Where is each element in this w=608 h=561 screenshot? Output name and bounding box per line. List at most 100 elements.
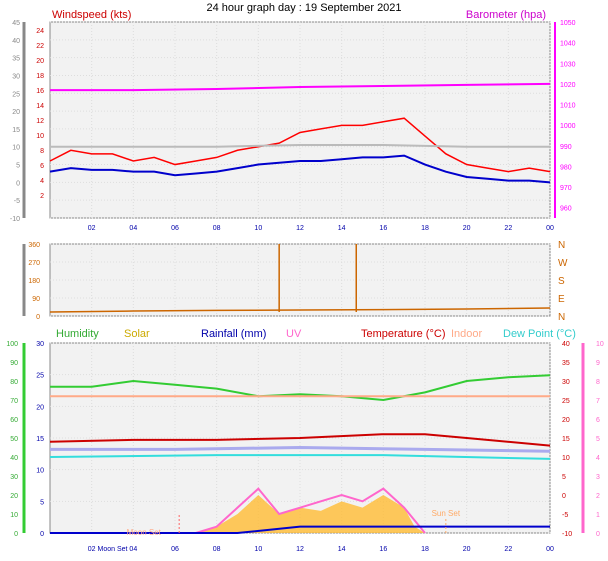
- y-temp-tick: 25: [562, 398, 570, 405]
- x-tick: 00: [546, 546, 554, 553]
- y-left-tick: 30: [12, 73, 20, 80]
- x-tick: 02: [88, 225, 96, 232]
- x-tick: 18: [421, 546, 429, 553]
- y-dir-tick: 0: [36, 314, 40, 321]
- y-wind-tick: 24: [36, 28, 44, 35]
- temp-label: Temperature (°C): [361, 328, 445, 340]
- y-compass-tick: W: [558, 258, 568, 269]
- y-left-tick: 15: [12, 127, 20, 134]
- sunset-annotation: Sun Set: [432, 509, 461, 518]
- y-wind-tick: 16: [36, 88, 44, 95]
- y-left-tick: 5: [16, 163, 20, 170]
- y-right-tick: 1010: [560, 103, 576, 110]
- baro-label: Barometer (hpa): [466, 9, 546, 21]
- dew-label: Dew Point (°C): [503, 328, 576, 340]
- indoor-label: Indoor: [451, 328, 483, 340]
- y-uv-tick: 2: [596, 493, 600, 500]
- y-dir-tick: 90: [32, 296, 40, 303]
- x-tick: 04: [129, 225, 137, 232]
- y-dir-tick: 360: [28, 242, 40, 249]
- x-tick: 04: [129, 546, 137, 553]
- series-solar: [195, 495, 425, 533]
- y-wind-tick: 8: [40, 148, 44, 155]
- y-wind-tick: 22: [36, 43, 44, 50]
- series-windspeed: [49, 154, 551, 184]
- series-humidity: [50, 374, 551, 402]
- series-gust: [49, 117, 551, 173]
- y-compass-tick: S: [558, 276, 565, 287]
- series-barometer: [50, 82, 551, 92]
- solar-label: Solar: [124, 328, 150, 340]
- y-wind-tick: 10: [36, 133, 44, 140]
- x-tick: 10: [254, 225, 262, 232]
- y-wind-tick: 12: [36, 118, 44, 125]
- y-wind-tick: 14: [36, 103, 44, 110]
- series-temperature-c-: [49, 433, 551, 447]
- y-wind-tick: 20: [36, 58, 44, 65]
- y-humidity-tick: 80: [10, 379, 18, 386]
- y-wind-tick: 2: [40, 193, 44, 200]
- series-rainfall-mm-: [50, 525, 550, 534]
- y-dir-tick: 270: [28, 260, 40, 267]
- y-compass-tick: N: [558, 312, 565, 323]
- x-tick: 00: [546, 225, 554, 232]
- y-left-tick: 45: [12, 20, 20, 27]
- y-rain-tick: 10: [36, 468, 44, 475]
- y-rain-tick: 15: [36, 436, 44, 443]
- y-humidity-tick: 70: [10, 398, 18, 405]
- x-tick: 06: [171, 546, 179, 553]
- x-tick: 14: [338, 225, 346, 232]
- rain-label: Rainfall (mm): [201, 328, 266, 340]
- series-dew-point-c-: [49, 454, 551, 460]
- y-rain-tick: 25: [36, 373, 44, 380]
- y-temp-tick: 35: [562, 360, 570, 367]
- y-left-tick: 10: [12, 145, 20, 152]
- x-tick: 20: [463, 225, 471, 232]
- y-humidity-tick: 100: [6, 341, 18, 348]
- y-temp-tick: 40: [562, 341, 570, 348]
- y-uv-tick: 5: [596, 436, 600, 443]
- y-dir-tick: 180: [28, 278, 40, 285]
- y-humidity-tick: 30: [10, 474, 18, 481]
- x-tick: 02: [88, 546, 96, 553]
- x-tick: 12: [296, 225, 304, 232]
- x-tick: 14: [338, 546, 346, 553]
- y-temp-tick: -5: [562, 512, 568, 519]
- y-humidity-tick: 40: [10, 455, 18, 462]
- x-tick: 22: [504, 546, 512, 553]
- y-right-tick: 1000: [560, 123, 576, 130]
- x-tick: 20: [463, 546, 471, 553]
- series-lavender: [50, 445, 551, 453]
- y-right-tick: 1040: [560, 41, 576, 48]
- x-tick: 16: [379, 225, 387, 232]
- y-rain-tick: 30: [36, 341, 44, 348]
- humidity-label: Humidity: [56, 328, 99, 340]
- x-tick: 08: [213, 225, 221, 232]
- series-uv: [195, 487, 426, 534]
- y-humidity-tick: 50: [10, 436, 18, 443]
- y-humidity-tick: 60: [10, 417, 18, 424]
- y-humidity-tick: 90: [10, 360, 18, 367]
- series-gray: [50, 143, 550, 148]
- y-right-tick: 1050: [560, 20, 576, 27]
- y-humidity-tick: 20: [10, 493, 18, 500]
- plot-area-wind: [49, 21, 551, 219]
- y-left-tick: 35: [12, 56, 20, 63]
- x-tick: 06: [171, 225, 179, 232]
- y-uv-tick: 7: [596, 398, 600, 405]
- y-rain-tick: 5: [40, 499, 44, 506]
- y-right-tick: 990: [560, 144, 572, 151]
- x-tick: 10: [254, 546, 262, 553]
- y-temp-tick: 30: [562, 379, 570, 386]
- y-wind-tick: 4: [40, 178, 44, 185]
- y-left-tick: 25: [12, 91, 20, 98]
- y-temp-tick: 15: [562, 436, 570, 443]
- y-rain-tick: 0: [40, 531, 44, 538]
- uv-label: UV: [286, 328, 302, 340]
- y-humidity-tick: 0: [14, 531, 18, 538]
- y-left-tick: 0: [16, 180, 20, 187]
- x-tick: 16: [379, 546, 387, 553]
- wind-label: Windspeed (kts): [52, 9, 131, 21]
